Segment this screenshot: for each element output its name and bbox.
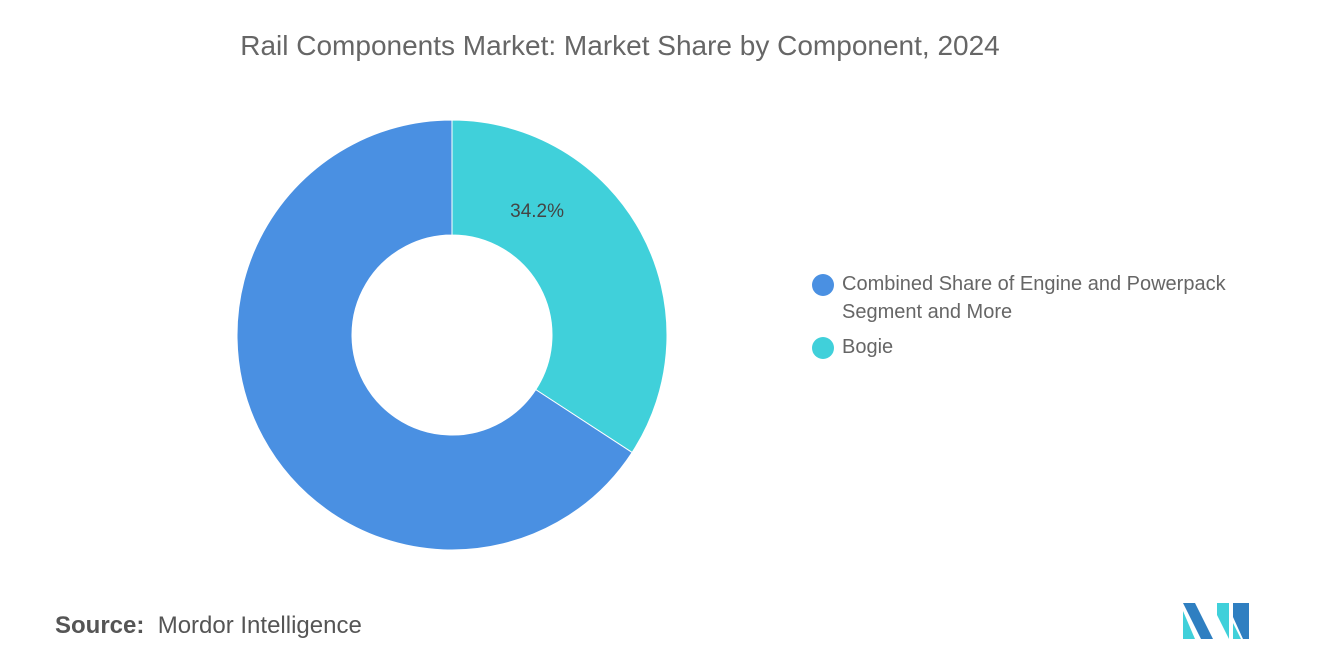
donut-chart: 34.2%	[236, 119, 668, 551]
legend-swatch	[812, 274, 834, 296]
chart-title: Rail Components Market: Market Share by …	[240, 30, 1000, 61]
legend-item-engine-powerpack: Combined Share of Engine and Powerpack S…	[812, 270, 1302, 326]
slice-combined-share-of-engine-and-powerpack-segment-and-more	[236, 119, 633, 551]
mordor-logo	[1183, 603, 1249, 639]
source-value: Mordor Intelligence	[157, 612, 362, 639]
source-label: Source:	[55, 612, 145, 639]
legend-label: Combined Share of Engine and Powerpack S…	[842, 273, 1226, 323]
legend-item-bogie: Bogie	[812, 333, 1302, 361]
source: Source: Mordor Intelligence	[55, 612, 362, 640]
legend-label: Bogie	[842, 336, 894, 358]
slice-bogie	[451, 119, 668, 454]
data-label: 34.2%	[510, 201, 564, 222]
legend-swatch	[812, 337, 834, 359]
